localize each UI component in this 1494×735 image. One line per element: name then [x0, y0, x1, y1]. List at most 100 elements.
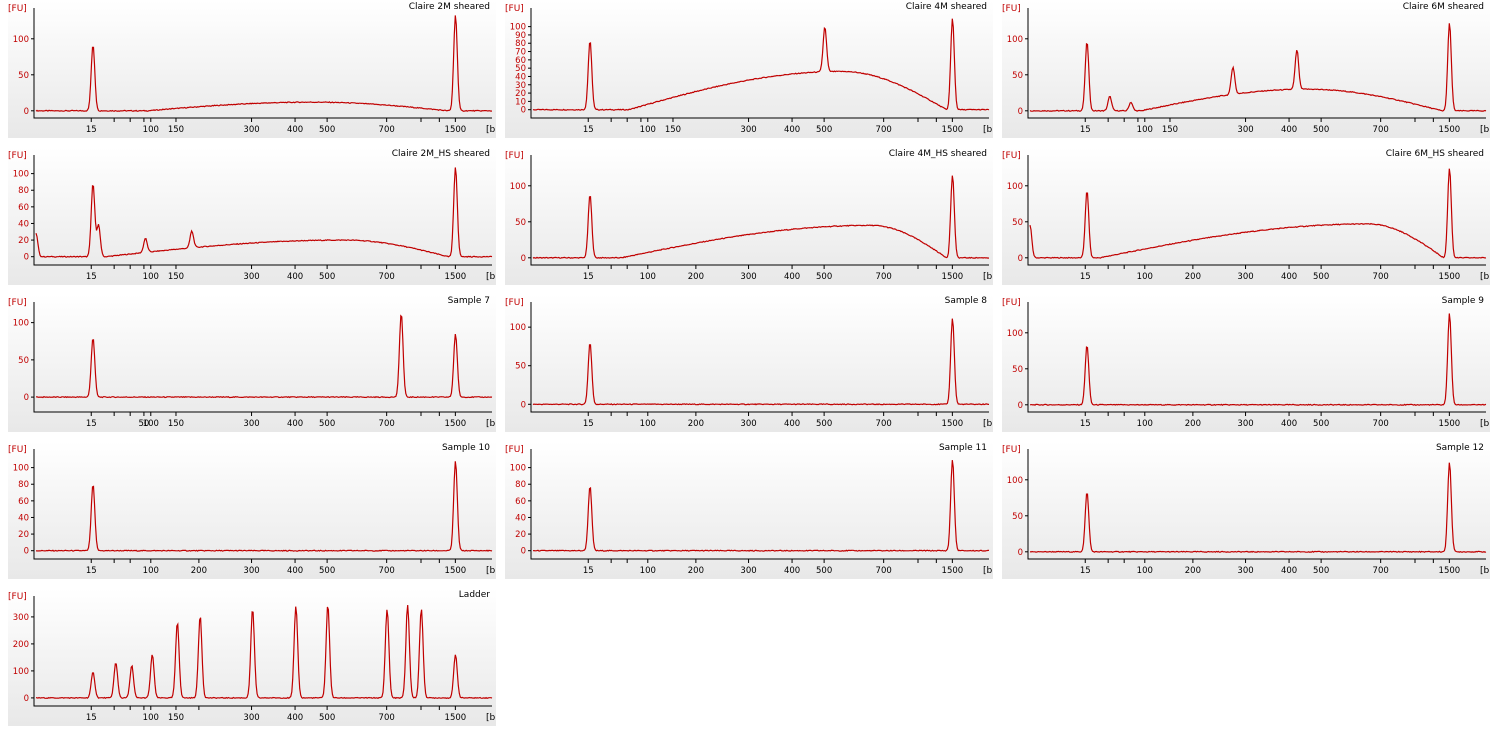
y-unit-label: [FU] [8, 592, 27, 602]
x-tick-label: 100 [1137, 566, 1153, 576]
x-unit-label: [bp] [983, 566, 993, 576]
x-tick-label: 200 [1185, 566, 1201, 576]
x-tick-label: 50 [139, 419, 150, 429]
y-tick-label: 60 [515, 497, 526, 507]
y-tick-label: 100 [510, 23, 526, 33]
x-tick-label: 100 [1137, 272, 1153, 282]
x-unit-label: [bp] [486, 566, 496, 576]
panel-background [505, 0, 993, 138]
y-unit-label: [FU] [1002, 151, 1021, 161]
y-tick-label: 80 [18, 186, 29, 196]
x-unit-label: [bp] [486, 125, 496, 135]
x-tick-label: 150 [168, 713, 184, 723]
x-tick-label: 150 [168, 125, 184, 135]
electropherogram-panel: Claire 4M_HS sheared [FU] [bp] 0 50 100 15 100 2… [505, 147, 993, 285]
x-tick-label: 300 [740, 125, 756, 135]
y-tick-label: 0 [24, 253, 29, 263]
x-tick-label: 200 [688, 272, 704, 282]
x-tick-label: 500 [1313, 419, 1329, 429]
x-tick-label: 700 [876, 419, 892, 429]
axis-lines [1027, 449, 1486, 560]
panel-background [505, 294, 993, 432]
x-tick-label: 500 [319, 713, 335, 723]
y-unit-label: [FU] [505, 4, 524, 14]
y-tick-label: 100 [1007, 329, 1023, 339]
trace-line [35, 15, 493, 112]
electropherogram-panel: Claire 2M sheared [FU] [bp] 0 50 100 15 100 150 3… [8, 0, 496, 138]
y-tick-label: 0 [1018, 254, 1023, 264]
x-tick-label: 700 [379, 272, 395, 282]
x-tick-label: 400 [287, 272, 303, 282]
electropherogram-panel: Sample 8 [FU] [bp] 0 50 100 15 100 200 300 400 500 7… [505, 294, 993, 432]
x-tick-label: 700 [1373, 125, 1389, 135]
panel-background [8, 588, 496, 726]
x-tick-label: 100 [1137, 125, 1153, 135]
y-unit-label: [FU] [8, 151, 27, 161]
x-tick-label: 300 [243, 125, 259, 135]
y-tick-label: 60 [18, 497, 29, 507]
panel-background [505, 147, 993, 285]
y-tick-label: 100 [13, 170, 29, 180]
x-tick-label: 15 [583, 272, 594, 282]
axis-lines [33, 596, 492, 707]
x-tick-label: 15 [583, 566, 594, 576]
y-tick-label: 0 [1018, 548, 1023, 558]
x-tick-label: 15 [86, 419, 97, 429]
x-tick-label: 15 [1080, 125, 1091, 135]
y-tick-label: 200 [13, 640, 29, 650]
x-tick-label: 150 [168, 419, 184, 429]
x-tick-label: 1500 [445, 125, 467, 135]
x-tick-label: 1500 [445, 713, 467, 723]
x-tick-label: 15 [583, 419, 594, 429]
x-tick-label: 300 [740, 566, 756, 576]
electropherogram-panel: Claire 4M sheared[FU][bp]010203040506070… [505, 0, 993, 138]
chart-svg: Ladder [FU] [bp] 0 100 200 300 15 100 150 300 400 50… [8, 588, 496, 726]
electropherogram-panel: Sample 11 [FU] [bp] 0 20 40 60 80 100 15 100 200 300… [505, 441, 993, 579]
x-tick-label: 500 [319, 125, 335, 135]
x-tick-label: 200 [688, 419, 704, 429]
y-tick-label: 50 [1012, 71, 1023, 81]
axis-lines [33, 302, 492, 413]
x-tick-label: 1500 [942, 125, 964, 135]
panel-background [505, 441, 993, 579]
x-tick-label: 700 [1373, 419, 1389, 429]
y-tick-label: 100 [1007, 476, 1023, 486]
x-tick-label: 1500 [942, 566, 964, 576]
x-tick-label: 300 [243, 272, 259, 282]
x-tick-label: 300 [243, 566, 259, 576]
panel-title: Ladder [459, 590, 490, 600]
x-tick-label: 1500 [445, 272, 467, 282]
x-tick-label: 1500 [1439, 272, 1461, 282]
y-tick-label: 0 [24, 694, 29, 704]
y-unit-label: [FU] [1002, 298, 1021, 308]
trace-line [532, 18, 990, 111]
y-unit-label: [FU] [8, 298, 27, 308]
x-tick-label: 500 [319, 419, 335, 429]
panel-background [1002, 294, 1490, 432]
x-unit-label: [bp] [1480, 419, 1490, 429]
x-tick-label: 1500 [1439, 419, 1461, 429]
electropherogram-panel: Ladder [FU] [bp] 0 100 200 300 15 100 150 300 400 50… [8, 588, 496, 726]
y-tick-label: 60 [18, 203, 29, 213]
y-tick-label: 100 [1007, 35, 1023, 45]
trace-line [35, 314, 493, 399]
x-tick-label: 400 [287, 713, 303, 723]
chart-svg: Sample 8 [FU] [bp] 0 50 100 15 100 200 300 400 500 7… [505, 294, 993, 432]
axis-lines [530, 449, 989, 560]
y-tick-label: 50 [1012, 218, 1023, 228]
y-tick-label: 0 [24, 547, 29, 557]
y-tick-label: 100 [510, 182, 526, 192]
chart-svg: Claire 4M_HS sheared [FU] [bp] 0 50 100 15 100 2… [505, 147, 993, 285]
y-tick-label: 80 [515, 480, 526, 490]
x-tick-label: 400 [1281, 272, 1297, 282]
axis-lines [530, 302, 989, 413]
x-tick-label: 1500 [1439, 125, 1461, 135]
x-tick-label: 700 [379, 713, 395, 723]
y-tick-label: 40 [18, 219, 29, 229]
chart-svg: Sample 11 [FU] [bp] 0 20 40 60 80 100 15 100 200 300… [505, 441, 993, 579]
y-tick-label: 50 [1012, 512, 1023, 522]
y-tick-label: 60 [515, 56, 526, 66]
electropherogram-panel: Claire 6M sheared [FU] [bp] 0 50 100 15 100 150 3… [1002, 0, 1490, 138]
y-tick-label: 50 [515, 218, 526, 228]
trace-line [532, 175, 990, 259]
